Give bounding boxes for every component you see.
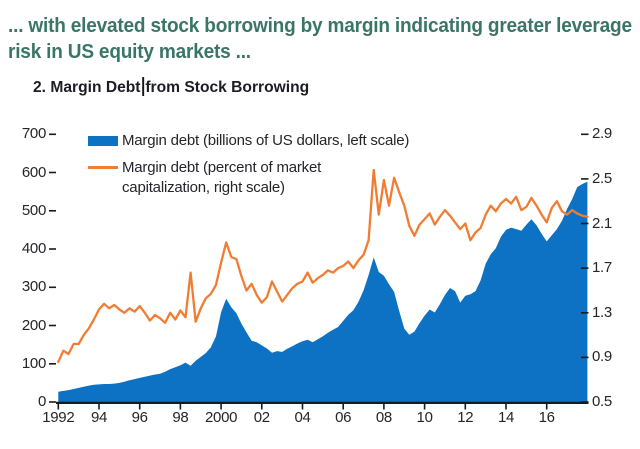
legend-label-margin-debt-percent: Margin debt (percent of market capitaliz… <box>122 159 322 196</box>
margin-debt-percent-line-series <box>57 168 589 363</box>
y-left-tick-label: 600 <box>21 163 46 181</box>
x-tick-label: 06 <box>335 409 352 426</box>
y-left-tick-label: 500 <box>21 201 46 219</box>
margin-debt-area-series <box>58 181 588 402</box>
y-left-tick-label: 700 <box>21 125 46 143</box>
x-tick-label: 98 <box>172 409 189 426</box>
headline: ... with elevated stock borrowing by mar… <box>8 13 640 65</box>
y-left-tick-label: 100 <box>21 354 46 372</box>
y-right-tick-label: 1.7 <box>592 259 612 277</box>
y-right-tick-label: 1.3 <box>592 303 612 321</box>
y-left-tick-label: 400 <box>21 240 46 257</box>
legend-swatch-line-orange <box>88 165 118 169</box>
x-tick-label: 94 <box>90 409 108 426</box>
headline-line2: risk in US equity markets ... <box>8 41 251 63</box>
x-tick-label: 96 <box>131 409 148 426</box>
figure-title[interactable]: 2. Margin Debt from Stock Borrowing <box>33 77 309 97</box>
figure-title-text-after-caret: from Stock Borrowing <box>145 79 310 96</box>
legend-label-margin-debt-dollars: Margin debt (billions of US dollars, lef… <box>122 132 410 149</box>
y-right-tick-label: 0.5 <box>592 393 612 410</box>
x-tick-label: 08 <box>375 409 392 426</box>
x-tick-label: 12 <box>457 409 474 426</box>
text-cursor-caret <box>142 77 145 96</box>
y-left-tick-label: 300 <box>21 278 46 296</box>
x-tick-label: 14 <box>497 409 515 426</box>
y-right-tick-label: 2.9 <box>592 125 612 143</box>
y-left-tick-label: 0 <box>37 393 46 410</box>
figure-title-text-before-caret: 2. Margin Debt <box>33 79 141 96</box>
y-left-tick-label: 200 <box>21 316 46 334</box>
x-tick-label: 04 <box>294 409 311 426</box>
y-right-tick-label: 2.1 <box>592 214 612 232</box>
x-tick-label: 2000 <box>205 409 238 426</box>
y-right-tick-label: 2.5 <box>592 169 612 187</box>
x-tick-label: 02 <box>253 409 270 426</box>
x-tick-label: 10 <box>416 409 433 426</box>
x-tick-label: 16 <box>538 409 555 426</box>
legend-swatch-area-blue <box>88 136 118 146</box>
y-right-tick-label: 0.9 <box>592 348 612 366</box>
headline-line1: ... with elevated stock borrowing by mar… <box>8 15 632 37</box>
x-tick-label: 1992 <box>42 409 75 426</box>
